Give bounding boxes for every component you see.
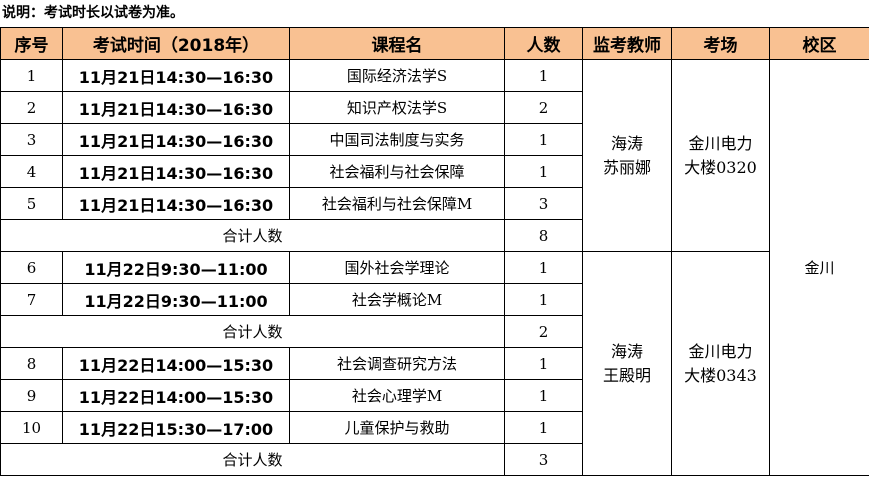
exam-schedule-table: 序号 考试时间（2018年） 课程名 人数 监考教师 考场 校区 1 11月21日14:30—… [0, 27, 869, 476]
row-number: 4 [0, 155, 63, 188]
proctor-cell: 海涛 王殿明 [582, 251, 672, 476]
course-name: 社会福利与社会保障M [289, 187, 505, 220]
course-name: 中国司法制度与实务 [289, 123, 505, 156]
student-count: 1 [504, 411, 583, 444]
exam-room-cell: 金川电力大楼0343 [671, 251, 770, 476]
column-header: 课程名 [289, 27, 505, 60]
student-count: 1 [504, 347, 583, 380]
column-header: 校区 [769, 27, 869, 60]
subtotal-label: 合计人数 [0, 315, 505, 348]
course-name: 社会心理学M [289, 379, 505, 412]
exam-time: 11月22日14:00—15:30 [62, 347, 290, 380]
subtotal-count: 3 [504, 443, 583, 476]
course-name: 儿童保护与救助 [289, 411, 505, 444]
column-header: 序号 [0, 27, 63, 60]
exam-time: 11月21日14:30—16:30 [62, 59, 290, 92]
exam-time: 11月22日9:30—11:00 [62, 283, 290, 316]
row-number: 6 [0, 251, 63, 284]
proctor-name: 王殿明 [602, 365, 651, 385]
room-line: 金川电力 [688, 341, 753, 361]
proctor-cell: 海涛 苏丽娜 [582, 59, 672, 252]
row-number: 3 [0, 123, 63, 156]
table-row: 9 11月22日14:00—15:30 社会心理学M 1 [0, 379, 869, 412]
subtotal-count: 8 [504, 219, 583, 252]
course-name: 社会福利与社会保障 [289, 155, 505, 188]
row-number: 2 [0, 91, 63, 124]
exam-time: 11月21日14:30—16:30 [62, 123, 290, 156]
row-number: 7 [0, 283, 63, 316]
row-number: 10 [0, 411, 63, 444]
student-count: 2 [504, 91, 583, 124]
column-header: 监考教师 [582, 27, 672, 60]
table-row: 2 11月21日14:30—16:30 知识产权法学S 2 [0, 91, 869, 124]
exam-time: 11月21日14:30—16:30 [62, 187, 290, 220]
student-count: 1 [504, 379, 583, 412]
exam-time: 11月22日14:00—15:30 [62, 379, 290, 412]
table-row: 合计人数 2 [0, 315, 869, 348]
column-header: 人数 [504, 27, 583, 60]
proctor-name: 海涛 [610, 341, 643, 361]
course-name: 国外社会学理论 [289, 251, 505, 284]
row-number: 9 [0, 379, 63, 412]
exam-time: 11月21日14:30—16:30 [62, 91, 290, 124]
course-name: 社会调查研究方法 [289, 347, 505, 380]
course-name: 国际经济法学S [289, 59, 505, 92]
column-header: 考场 [671, 27, 770, 60]
subtotal-label: 合计人数 [0, 219, 505, 252]
table-row: 合计人数 3 [0, 443, 869, 476]
exam-room-cell: 金川电力大楼0320 [671, 59, 770, 252]
row-number: 1 [0, 59, 63, 92]
table-row: 合计人数 8 [0, 219, 869, 252]
subtotal-count: 2 [504, 315, 583, 348]
course-name: 社会学概论M [289, 283, 505, 316]
student-count: 1 [504, 251, 583, 284]
proctor-name: 海涛 [610, 133, 643, 153]
student-count: 1 [504, 283, 583, 316]
table-row: 5 11月21日14:30—16:30 社会福利与社会保障M 3 [0, 187, 869, 220]
row-number: 8 [0, 347, 63, 380]
subtotal-label: 合计人数 [0, 443, 505, 476]
table-row: 7 11月22日9:30—11:00 社会学概论M 1 [0, 283, 869, 316]
room-line: 大楼0320 [684, 157, 757, 177]
student-count: 1 [504, 123, 583, 156]
column-header: 考试时间（2018年） [62, 27, 290, 60]
note-text: 说明：考试时长以试卷为准。 [2, 5, 184, 21]
table-row: 1 11月21日14:30—16:30 国际经济法学S 1 海涛 苏丽娜 金川电力 大楼032… [0, 59, 869, 476]
table-row: 8 11月22日14:00—15:30 社会调查研究方法 1 [0, 347, 869, 380]
exam-time: 11月22日9:30—11:00 [62, 251, 290, 284]
course-name: 知识产权法学S [289, 91, 505, 124]
campus-cell: 金川 [769, 59, 869, 476]
proctor-name: 苏丽娜 [602, 157, 651, 177]
exam-time: 11月22日15:30—17:00 [62, 411, 290, 444]
header-row: 序号 考试时间（2018年） 课程名 人数 监考教师 考场 校区 [0, 27, 869, 60]
student-count: 1 [504, 155, 583, 188]
table-row: 6 11月22日9:30—11:00 国外社会学理论 1 海涛 王殿明 金川电力 大楼0343 [0, 251, 869, 476]
row-number: 5 [0, 187, 63, 220]
room-line: 金川电力 [688, 133, 753, 153]
room-line: 大楼0343 [684, 365, 757, 385]
exam-time: 11月21日14:30—16:30 [62, 155, 290, 188]
student-count: 3 [504, 187, 583, 220]
student-count: 1 [504, 59, 583, 92]
